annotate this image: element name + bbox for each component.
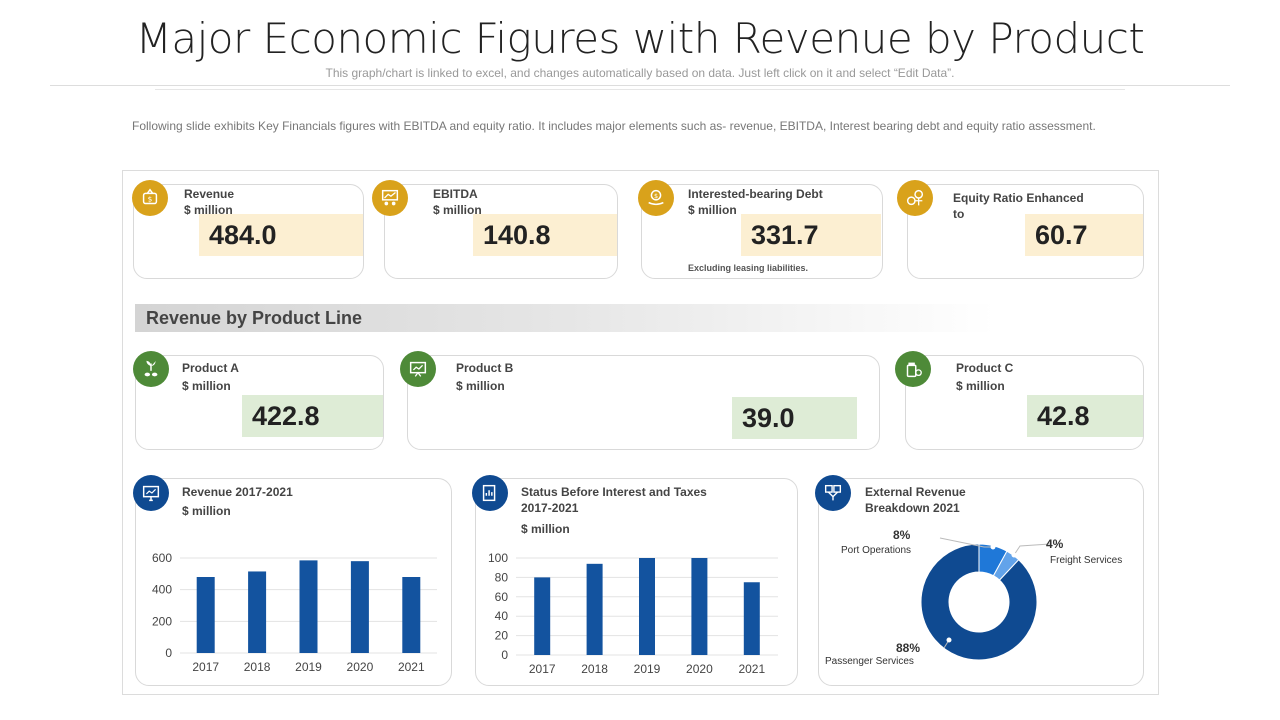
x-tick-label: 2017 bbox=[529, 662, 556, 676]
leader-line bbox=[939, 537, 993, 548]
bar-2020 bbox=[691, 558, 708, 655]
chart-card-revenue bbox=[135, 478, 452, 686]
y-tick-label: 400 bbox=[152, 583, 172, 597]
donut-pct-freight: 4% bbox=[1046, 537, 1064, 551]
divider bbox=[155, 89, 1125, 90]
kpi-label: EBITDA bbox=[433, 187, 478, 201]
leader-dot bbox=[946, 637, 952, 643]
dashboard-frame bbox=[122, 170, 1159, 695]
product-unit: $ million bbox=[456, 379, 505, 393]
x-tick-label: 2018 bbox=[244, 660, 271, 674]
svg-text:$: $ bbox=[654, 192, 658, 200]
kpi-note: Excluding leasing liabilities. bbox=[688, 263, 809, 273]
kpi-unit: $ million bbox=[184, 203, 233, 217]
kpi-unit: $ million bbox=[688, 203, 737, 217]
monitor-chart-icon bbox=[133, 475, 169, 511]
divider bbox=[50, 85, 1230, 86]
board-chart-icon bbox=[400, 351, 436, 387]
chart-title: Status Before Interest and Taxes 2017-20… bbox=[521, 485, 707, 515]
revenue-donut-chart bbox=[920, 537, 1051, 661]
bar-2019 bbox=[639, 558, 655, 655]
bar-2017 bbox=[196, 577, 215, 653]
bar-2021 bbox=[402, 577, 421, 653]
kpi-label: Equity Ratio Enhanced to bbox=[953, 191, 1084, 221]
y-tick-label: 0 bbox=[165, 646, 172, 660]
product-label: Product B bbox=[456, 361, 514, 375]
x-tick-label: 2020 bbox=[347, 660, 374, 674]
network-globe-icon bbox=[815, 475, 851, 511]
chart-title: External Revenue Breakdown 2021 bbox=[865, 485, 966, 515]
x-tick-label: 2019 bbox=[295, 660, 322, 674]
document-chart-icon bbox=[472, 475, 508, 511]
y-tick-label: 80 bbox=[495, 570, 509, 584]
coins-gear-icon bbox=[897, 180, 933, 216]
leader-line bbox=[1013, 543, 1051, 556]
bar-2017 bbox=[534, 577, 551, 655]
slice-passenger-services bbox=[920, 543, 1038, 661]
product-value-a: 422.8 bbox=[242, 395, 383, 437]
product-unit: $ million bbox=[956, 379, 1005, 393]
y-tick-label: 20 bbox=[495, 629, 509, 643]
y-tick-label: 60 bbox=[495, 590, 509, 604]
bar-2018 bbox=[586, 563, 603, 655]
presentation-icon bbox=[372, 180, 408, 216]
bar-2018 bbox=[248, 571, 267, 653]
kpi-unit: $ million bbox=[433, 203, 482, 217]
chart-title: Revenue 2017-2021 bbox=[182, 485, 293, 499]
chart-unit: $ million bbox=[182, 504, 231, 518]
x-tick-label: 2021 bbox=[738, 662, 765, 676]
donut-label-freight: Freight Services bbox=[1050, 555, 1123, 566]
bar-2019 bbox=[299, 560, 318, 653]
money-bag-icon: $ bbox=[132, 180, 168, 216]
product-unit: $ million bbox=[182, 379, 231, 393]
product-value-b: 39.0 bbox=[732, 397, 857, 439]
donut-label-passenger: Passenger Services bbox=[825, 656, 914, 667]
y-tick-label: 600 bbox=[152, 551, 172, 565]
product-label: Product C bbox=[956, 361, 1014, 375]
leader-dot bbox=[1011, 552, 1017, 558]
plant-coins-icon bbox=[133, 351, 169, 387]
kpi-value-equity: 60.7 bbox=[1025, 214, 1143, 256]
product-value-c: 42.8 bbox=[1027, 395, 1143, 437]
page-title: Major Economic Figures with Revenue by P… bbox=[135, 14, 1145, 63]
y-tick-label: 100 bbox=[488, 551, 508, 565]
donut-pct-port: 8% bbox=[893, 528, 911, 542]
revenue-bar-chart: 0 200 400 600 2017 2018 2019 2020 2021 bbox=[152, 551, 437, 674]
chart-unit: $ million bbox=[521, 522, 570, 536]
section-header: Revenue by Product Line bbox=[135, 304, 995, 332]
kpi-value-debt: 331.7 bbox=[741, 214, 881, 256]
product-label: Product A bbox=[182, 361, 239, 375]
kpi-label: Revenue bbox=[184, 187, 235, 201]
svg-text:$: $ bbox=[148, 195, 153, 204]
ebit-bar-chart: 0 20 40 60 80 100 2017 2018 2019 2020 2021 bbox=[488, 551, 778, 676]
y-tick-label: 40 bbox=[495, 609, 509, 623]
x-tick-label: 2019 bbox=[634, 662, 661, 676]
x-tick-label: 2018 bbox=[581, 662, 608, 676]
x-tick-label: 2021 bbox=[398, 660, 425, 674]
kpi-value-revenue: 484.0 bbox=[199, 214, 363, 256]
y-tick-label: 0 bbox=[501, 648, 508, 662]
bar-2020 bbox=[350, 561, 369, 653]
donut-pct-passenger: 88% bbox=[896, 641, 921, 655]
leader-dot bbox=[990, 544, 996, 550]
kpi-value-ebitda: 140.8 bbox=[473, 214, 617, 256]
x-tick-label: 2017 bbox=[192, 660, 219, 674]
page-subtitle: This graph/chart is linked to excel, and… bbox=[325, 66, 955, 80]
intro-text: Following slide exhibits Key Financials … bbox=[132, 119, 1096, 133]
donut-label-port: Port Operations bbox=[841, 545, 912, 556]
x-tick-label: 2020 bbox=[686, 662, 713, 676]
coin-hand-icon: $ bbox=[638, 180, 674, 216]
y-tick-label: 200 bbox=[152, 614, 172, 628]
kpi-label: Interested-bearing Debt bbox=[688, 187, 823, 201]
bar-2021 bbox=[743, 582, 760, 655]
money-jar-icon bbox=[895, 351, 931, 387]
